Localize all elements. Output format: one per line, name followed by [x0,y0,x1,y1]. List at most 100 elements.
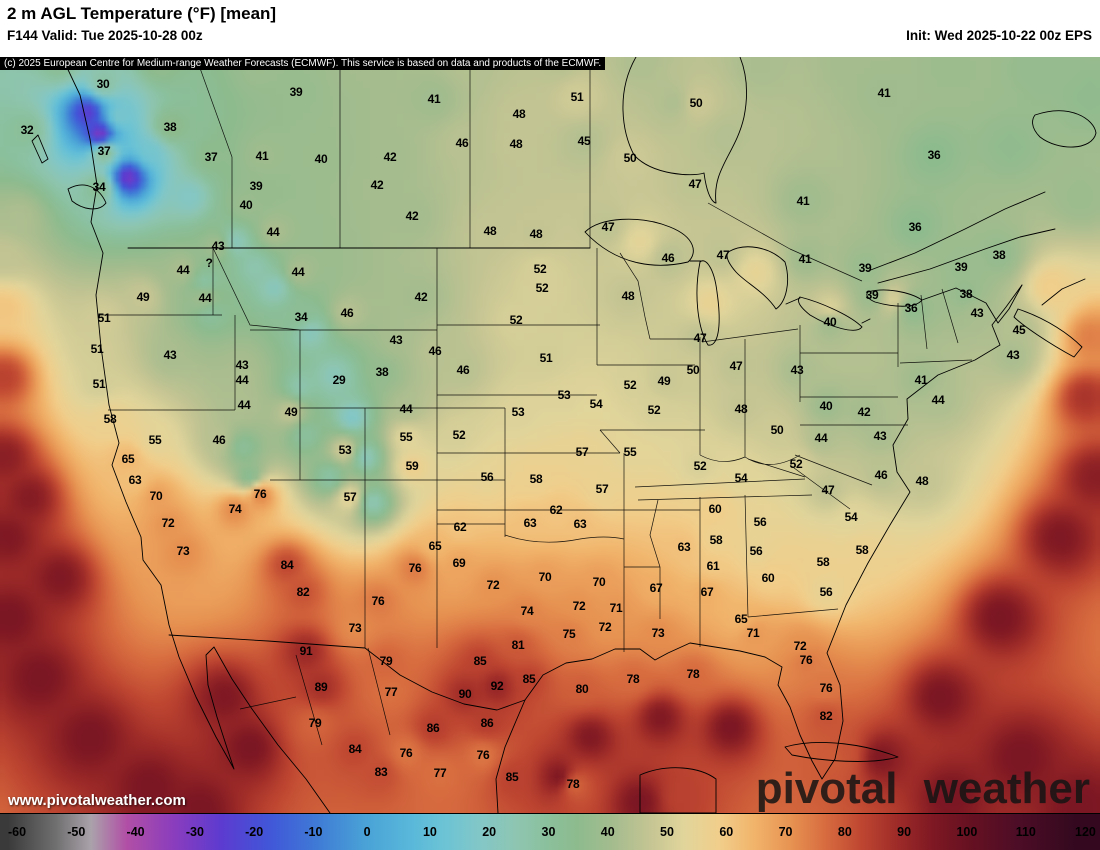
temp-label: 50 [689,96,703,110]
temp-label: 42 [405,209,419,223]
temp-label: 65 [734,612,748,626]
temp-label: 49 [284,405,298,419]
temp-label: 58 [855,543,869,557]
temp-label: 46 [456,363,470,377]
temp-label: 44 [235,373,249,387]
temp-label: 51 [570,90,584,104]
colorbar-tick-label: 30 [541,825,556,839]
temp-label: 48 [529,227,543,241]
temp-label: 38 [959,287,973,301]
temp-label: 39 [858,261,872,275]
colorbar-gradient [0,814,1100,850]
temp-label: 48 [915,474,929,488]
temp-label: 73 [176,544,190,558]
temp-label: 46 [661,251,675,265]
colorbar-tick-label: -20 [245,825,264,839]
temp-label: 41 [877,86,891,100]
temp-label: 57 [343,490,357,504]
temp-label: 42 [370,178,384,192]
temp-label: ? [205,256,213,270]
temp-label: 34 [92,180,106,194]
temp-label: 52 [693,459,707,473]
temp-label: 48 [509,137,523,151]
temp-label: 62 [453,520,467,534]
temp-label: 65 [428,539,442,553]
temp-label: 70 [592,575,606,589]
temp-label: 85 [522,672,536,686]
temp-label: 52 [647,403,661,417]
temp-label: 40 [314,152,328,166]
temp-label: 54 [589,397,603,411]
temp-label: 67 [649,581,663,595]
temp-label: 76 [408,561,422,575]
temp-label: 38 [375,365,389,379]
colorbar-tick-label: -30 [185,825,204,839]
temp-label: 65 [121,452,135,466]
temp-label: 53 [511,405,525,419]
temp-label: 30 [96,77,110,91]
temp-label: 90 [458,687,472,701]
temp-label: 80 [575,682,589,696]
temp-label: 83 [374,765,388,779]
colorbar-tick-label: 0 [363,825,371,839]
temp-label: 40 [239,198,253,212]
temp-label: 44 [266,225,280,239]
temp-label: 46 [340,306,354,320]
temp-label: 58 [103,412,117,426]
great-lakes [584,218,923,346]
temp-label: 78 [686,667,700,681]
temp-label: 76 [253,487,267,501]
temp-label: 78 [626,672,640,686]
map-header: 2 m AGL Temperature (°F) [mean] F144 Val… [0,0,1100,57]
website-url: www.pivotalweather.com [8,792,186,809]
temp-label: 74 [520,604,534,618]
us-canada-border [127,247,1023,324]
temp-label: 51 [92,377,106,391]
temp-label: 36 [904,301,918,315]
temp-label: 58 [529,472,543,486]
temp-label: 63 [523,516,537,530]
temp-label: 44 [198,291,212,305]
coastline-gulf-atlantic [495,284,1023,813]
temp-label: 61 [706,559,720,573]
temp-label: 60 [761,571,775,585]
temp-label: 47 [716,248,730,262]
colorbar-tick-label: 120 [1075,825,1096,839]
temp-label: 46 [212,433,226,447]
temp-label: 50 [623,151,637,165]
temp-label: 42 [383,150,397,164]
temp-label: 44 [814,431,828,445]
temp-label: 63 [128,473,142,487]
temp-label: 46 [455,136,469,150]
temp-label: 54 [844,510,858,524]
temp-label: 37 [204,150,218,164]
temp-label: 57 [575,445,589,459]
temp-label: 79 [308,716,322,730]
map-area: 30 39 41 48 51 50 41 32 38 37 37 41 40 42 46 48 45 50 36 34… [0,57,1100,813]
temp-label: 45 [577,134,591,148]
temp-label: 56 [480,470,494,484]
temp-label: 71 [609,601,623,615]
temp-label: 58 [816,555,830,569]
init-time: Init: Wed 2025-10-22 00z EPS [906,28,1092,43]
temp-label: 77 [384,685,398,699]
temp-label: 43 [163,348,177,362]
temp-label: 44 [237,398,251,412]
temp-label: 39 [865,288,879,302]
temp-label: 52 [789,457,803,471]
temp-label: 39 [954,260,968,274]
temp-label: 81 [511,638,525,652]
temp-label: 36 [927,148,941,162]
temp-label: 38 [992,248,1006,262]
temp-label: 42 [857,405,871,419]
temp-label: 78 [566,777,580,791]
temp-label: 60 [708,502,722,516]
temp-label: 72 [572,599,586,613]
temp-label: 63 [573,517,587,531]
temp-label: 92 [490,679,504,693]
temp-label: 45 [1012,323,1026,337]
temp-label: 41 [798,252,812,266]
temp-label: 89 [314,680,328,694]
temp-label: 85 [505,770,519,784]
